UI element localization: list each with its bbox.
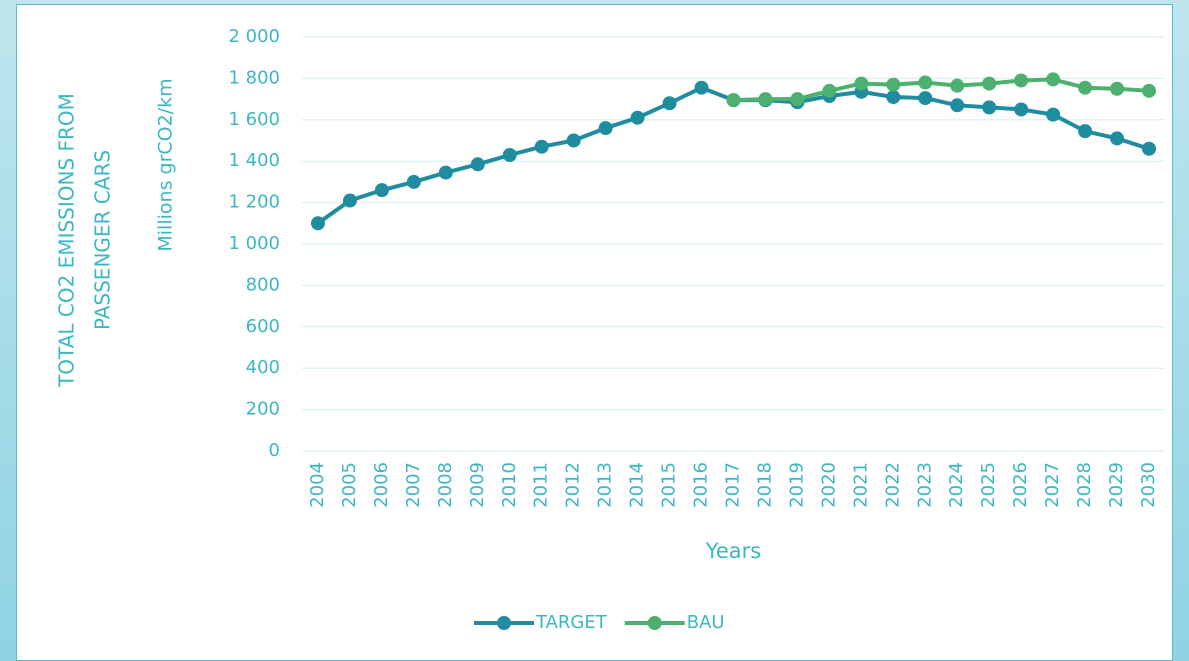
x-tick-label: 2022 xyxy=(882,462,903,508)
y-axis-unit: Millions grCO2/km xyxy=(155,78,177,251)
data-point xyxy=(982,100,997,115)
x-tick-label: 2013 xyxy=(595,462,616,508)
x-axis-title: Years xyxy=(705,539,761,563)
data-point xyxy=(502,147,517,162)
data-point xyxy=(918,75,933,90)
x-tick-label: 2018 xyxy=(754,462,775,508)
y-tick-label: 0 xyxy=(269,440,280,461)
data-point xyxy=(822,83,837,98)
x-tick-label: 2026 xyxy=(1010,462,1031,508)
x-tick-label: 2008 xyxy=(435,462,456,508)
data-point xyxy=(918,91,933,106)
y-axis-title: TOTAL CO2 EMISSIONS FROM xyxy=(55,93,79,388)
data-point xyxy=(950,78,965,93)
y-tick-label: 600 xyxy=(246,316,280,337)
data-point xyxy=(1078,124,1093,139)
y-tick-label: 400 xyxy=(246,357,280,378)
y-tick-label: 1 400 xyxy=(228,150,280,171)
x-tick-label: 2019 xyxy=(786,462,807,508)
x-tick-label: 2028 xyxy=(1074,462,1095,508)
data-point xyxy=(598,121,613,136)
data-point xyxy=(694,80,709,95)
y-tick-label: 1 000 xyxy=(228,233,280,254)
data-point xyxy=(1142,83,1157,98)
y-tick-label: 1 600 xyxy=(228,109,280,130)
x-tick-label: 2029 xyxy=(1106,462,1127,508)
legend-label: TARGET xyxy=(535,612,608,633)
data-point xyxy=(1110,81,1125,96)
data-point xyxy=(662,96,677,111)
data-point xyxy=(342,193,357,208)
data-point xyxy=(1014,73,1029,88)
data-point xyxy=(438,165,453,180)
chart-panel xyxy=(16,4,1173,661)
x-tick-label: 2005 xyxy=(339,462,360,508)
data-point xyxy=(854,76,869,91)
data-point xyxy=(1110,131,1125,146)
x-tick-label: 2023 xyxy=(914,462,935,508)
data-point xyxy=(1078,80,1093,95)
x-tick-label: 2021 xyxy=(850,462,871,508)
legend-label: BAU xyxy=(687,612,725,633)
data-point xyxy=(758,92,773,107)
data-point xyxy=(374,183,389,198)
x-tick-label: 2025 xyxy=(978,462,999,508)
data-point xyxy=(406,174,421,189)
data-point xyxy=(470,157,485,172)
legend-marker xyxy=(497,616,511,630)
x-tick-label: 2011 xyxy=(531,462,552,508)
data-point xyxy=(310,216,325,231)
x-tick-label: 2012 xyxy=(563,462,584,508)
x-tick-label: 2007 xyxy=(403,462,424,508)
data-point xyxy=(1142,141,1157,156)
data-point xyxy=(950,98,965,113)
data-point xyxy=(982,76,997,91)
y-tick-label: 800 xyxy=(246,274,280,295)
x-tick-label: 2006 xyxy=(371,462,392,508)
data-point xyxy=(726,93,741,108)
legend-marker xyxy=(647,616,662,630)
data-point xyxy=(790,92,805,107)
x-tick-label: 2010 xyxy=(499,462,520,508)
y-tick-label: 1 800 xyxy=(228,67,280,88)
data-point xyxy=(534,139,549,154)
x-tick-label: 2016 xyxy=(691,462,712,508)
x-tick-label: 2017 xyxy=(723,462,744,508)
data-point xyxy=(886,90,901,105)
x-tick-label: 2014 xyxy=(627,462,648,508)
y-tick-label: 2 000 xyxy=(228,26,280,47)
x-tick-label: 2015 xyxy=(659,462,680,508)
data-point xyxy=(566,133,581,148)
x-tick-label: 2030 xyxy=(1138,462,1159,508)
y-tick-label: 1 200 xyxy=(228,192,280,213)
y-tick-label: 200 xyxy=(246,399,280,420)
data-point xyxy=(1046,72,1061,87)
data-point xyxy=(1014,102,1029,117)
x-tick-label: 2009 xyxy=(467,462,488,508)
x-tick-label: 2024 xyxy=(946,462,967,508)
x-tick-label: 2020 xyxy=(818,462,839,508)
x-tick-label: 2027 xyxy=(1042,462,1063,508)
y-axis-title: PASSENGER CARS xyxy=(91,150,115,330)
x-tick-label: 2004 xyxy=(307,462,328,508)
data-point xyxy=(1046,107,1061,122)
data-point xyxy=(886,77,901,92)
data-point xyxy=(630,110,645,125)
